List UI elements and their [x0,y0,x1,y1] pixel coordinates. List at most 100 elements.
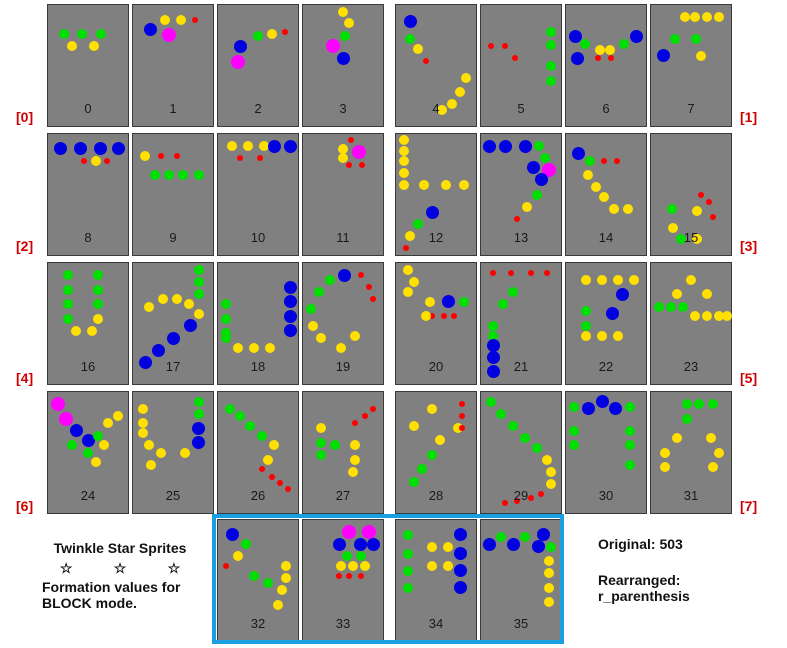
star-dot [657,49,670,62]
star-dot [601,158,607,164]
star-dot [459,401,465,407]
star-dot [336,343,346,353]
sprite-tile-2: 2 [217,4,299,127]
star-dot [676,234,686,244]
star-dot [546,40,556,50]
row-index-label: [3] [740,238,758,254]
star-dot [696,51,706,61]
sprite-tile-6: 6 [565,4,647,127]
star-dot [277,480,283,486]
star-dot [706,199,712,205]
star-dot [273,600,283,610]
star-dot [194,277,204,287]
tile-number: 30 [598,488,614,503]
tile-number: 4 [432,101,440,116]
star-dot [269,440,279,450]
star-dot [660,448,670,458]
star-dot [532,540,545,553]
star-dot [722,311,732,321]
star-dot [192,436,205,449]
star-dot [333,538,346,551]
star-dot [103,418,113,428]
star-dot [340,31,350,41]
star-dot [502,500,508,506]
star-dot [580,39,590,49]
row-index-label: [0] [16,109,34,125]
tile-number: 29 [513,488,529,503]
star-dot [138,418,148,428]
star-dot [350,455,360,465]
sheet-title: Twinkle Star Sprites [53,540,187,556]
star-dot [654,302,664,312]
star-dot [314,287,324,297]
star-dot [453,423,463,433]
star-dot [277,585,287,595]
star-dot [326,39,340,53]
star-dot [249,343,259,353]
star-dot [520,532,530,542]
star-dot [354,538,367,551]
star-dot [231,55,245,69]
star-dot [245,421,255,431]
star-dot [667,204,677,214]
sprite-tile-17: 17 [132,262,214,385]
star-dot [227,141,237,151]
star-dot [91,156,101,166]
star-dot [672,289,682,299]
star-dot [502,43,508,49]
star-dot [625,402,635,412]
star-dot [162,28,176,42]
star-dot [609,402,622,415]
star-dot [192,422,205,435]
star-dot [508,421,518,431]
star-dot [672,433,682,443]
sprite-tile-15: 15 [650,133,732,256]
star-dot [263,578,273,588]
star-dot [338,7,348,17]
sprite-tile-3: 3 [302,4,384,127]
star-dot [710,214,716,220]
star-icon: ☆ [167,560,181,576]
star-dot [360,561,370,571]
row-index-label: [6] [16,498,34,514]
tile-number: 5 [517,101,525,116]
star-dot [569,426,579,436]
tile-number: 25 [165,488,181,503]
star-dot [180,448,190,458]
star-icon: ☆ [59,560,73,576]
star-dot [534,141,544,151]
star-dot [702,289,712,299]
star-dot [366,284,372,290]
star-dot [437,105,447,115]
star-dot [338,144,348,154]
star-dot [267,29,277,39]
sprite-tile-14: 14 [565,133,647,256]
star-dot [694,399,704,409]
tile-number: 14 [598,230,614,245]
star-dot [93,314,103,324]
star-dot [403,583,413,593]
row-index-label: [7] [740,498,758,514]
star-dot [281,573,291,583]
star-dot [597,275,607,285]
star-dot [156,448,166,458]
star-dot [259,466,265,472]
tile-number: 11 [336,230,350,245]
star-dot [399,146,409,156]
star-dot [532,443,542,453]
star-dot [572,147,585,160]
star-dot [93,285,103,295]
star-dot [454,564,467,577]
star-dot [138,404,148,414]
star-dot [443,542,453,552]
star-dot [514,216,520,222]
description-line-1: Formation values for [42,579,181,595]
star-dot [221,299,231,309]
star-dot [113,411,123,421]
star-dot [682,399,692,409]
star-dot [249,571,259,581]
star-dot [708,399,718,409]
star-dot [285,486,291,492]
sprite-tile-27: 27 [302,391,384,514]
